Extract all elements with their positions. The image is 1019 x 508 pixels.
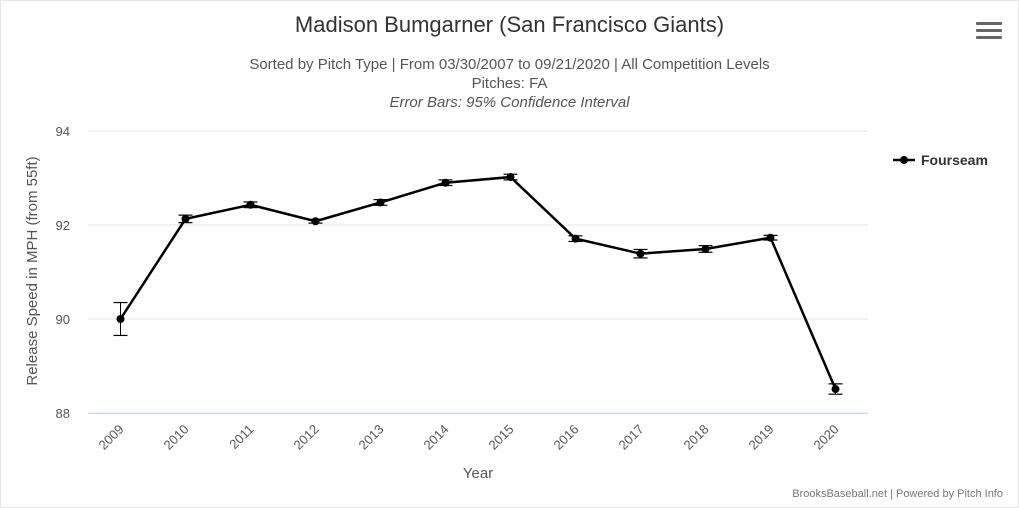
chart-subtitle-error-bars: Error Bars: 95% Confidence Interval xyxy=(389,94,630,111)
hamburger-menu-icon[interactable] xyxy=(976,22,1002,42)
chart-title: Madison Bumgarner (San Francisco Giants) xyxy=(294,12,725,37)
x-tick-label: 2020 xyxy=(811,422,842,453)
data-points xyxy=(116,173,840,394)
data-point xyxy=(571,234,580,243)
x-tick-label: 2010 xyxy=(161,422,192,453)
x-axis-ticks: 2009 2010 2011 2012 2013 2014 2015 2016 2017 2018… xyxy=(96,422,842,453)
x-axis-title: Year xyxy=(463,465,493,482)
data-point xyxy=(701,244,710,253)
data-point xyxy=(831,385,840,394)
data-point xyxy=(181,214,190,223)
legend-label: Fourseam xyxy=(921,152,988,168)
chart-subtitle-pitches: Pitches: FA xyxy=(471,75,548,92)
y-tick-label: 92 xyxy=(56,218,70,233)
y-axis-ticks: 88 90 92 94 xyxy=(56,124,70,421)
legend[interactable]: Fourseam xyxy=(893,152,988,168)
x-tick-label: 2012 xyxy=(291,422,322,453)
menu-bar xyxy=(976,36,1002,39)
data-point xyxy=(116,315,125,323)
x-tick-label: 2015 xyxy=(486,422,517,453)
series-line-fourseam xyxy=(119,175,837,390)
data-point xyxy=(376,198,385,207)
x-tick-label: 2019 xyxy=(746,422,777,453)
x-tick-label: 2009 xyxy=(96,422,127,453)
data-point xyxy=(441,178,450,187)
x-tick-label: 2014 xyxy=(421,422,452,453)
x-tick-label: 2018 xyxy=(681,422,712,453)
data-point xyxy=(311,217,320,226)
grid-lines xyxy=(88,130,868,414)
x-tick-label: 2013 xyxy=(356,422,387,453)
menu-bar xyxy=(976,22,1002,25)
credits-text[interactable]: BrooksBaseball.net | Powered by Pitch In… xyxy=(792,488,1003,500)
data-point xyxy=(636,249,645,258)
legend-marker xyxy=(900,156,908,164)
x-tick-label: 2011 xyxy=(226,422,256,452)
chart-subtitle-sort: Sorted by Pitch Type | From 03/30/2007 t… xyxy=(249,56,770,73)
y-tick-label: 88 xyxy=(56,406,70,421)
x-tick-label: 2016 xyxy=(551,422,582,453)
y-tick-label: 90 xyxy=(56,312,70,327)
x-tick-label: 2017 xyxy=(616,422,647,453)
error-bars xyxy=(113,173,843,395)
menu-bar xyxy=(976,29,1002,32)
data-point xyxy=(506,173,515,182)
y-tick-label: 94 xyxy=(56,124,70,139)
data-point xyxy=(246,200,255,209)
data-point xyxy=(766,233,775,242)
y-axis-title: Release Speed in MPH (from 55ft) xyxy=(24,156,41,385)
series-lines xyxy=(119,175,837,390)
